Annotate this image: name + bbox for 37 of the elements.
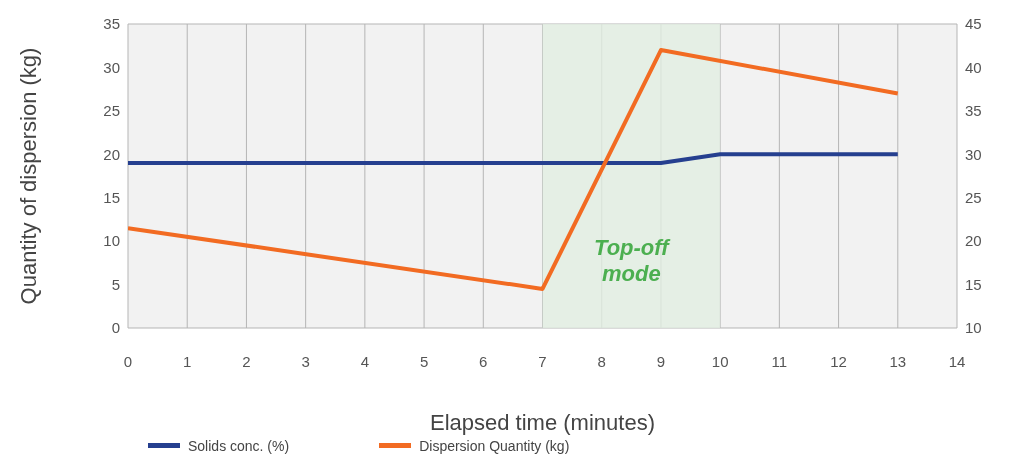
y2-tick-label: 40 [965, 58, 982, 76]
x-tick-label: 2 [242, 352, 251, 370]
x-tick-label: 4 [360, 352, 370, 370]
x-axis-title: Elapsed time (minutes) [430, 410, 655, 435]
y-tick-label: 30 [103, 58, 120, 76]
y-tick-label: 25 [103, 102, 120, 120]
legend-label: Solids conc. (%) [187, 438, 290, 454]
y2-tick-label: 15 [965, 275, 982, 293]
y-tick-label: 10 [103, 232, 120, 250]
y-axis-title: Quantity of dispersion (kg) [15, 47, 41, 305]
x-tick-label: 14 [948, 352, 966, 370]
x-tick-label: 12 [830, 352, 847, 370]
x-tick-label: 10 [711, 352, 729, 370]
y-tick-label: 35 [103, 15, 120, 33]
x-tick-label: 9 [656, 352, 666, 370]
y2-tick-label: 20 [965, 232, 982, 250]
y-tick-label: 20 [103, 145, 120, 163]
line-series [128, 48, 900, 291]
x-tick-label: 7 [538, 352, 547, 370]
x-tick-label: 8 [597, 352, 606, 370]
y-tick-label: 0 [111, 319, 120, 337]
y-tick-label: 15 [103, 189, 120, 207]
band-label: Top-off mode [594, 235, 672, 287]
x-tick-label: 13 [889, 352, 907, 370]
y2-tick-label: 25 [965, 189, 982, 207]
y2-tick-label: 30 [965, 145, 982, 163]
y2-tick-label: 10 [965, 319, 982, 337]
x-tick-label: 0 [123, 352, 133, 370]
x-tick-label: 5 [419, 352, 429, 370]
y2-tick-label: 35 [965, 102, 982, 120]
x-tick-label: 3 [301, 352, 310, 370]
x-tick-label: 6 [479, 352, 488, 370]
y-tick-label: 5 [111, 275, 120, 293]
legend-label: Dispersion Quantity (kg) [418, 438, 570, 454]
y2-tick-label: 45 [965, 15, 982, 33]
x-tick-label: 11 [771, 352, 788, 370]
x-tick-label: 1 [183, 352, 192, 370]
